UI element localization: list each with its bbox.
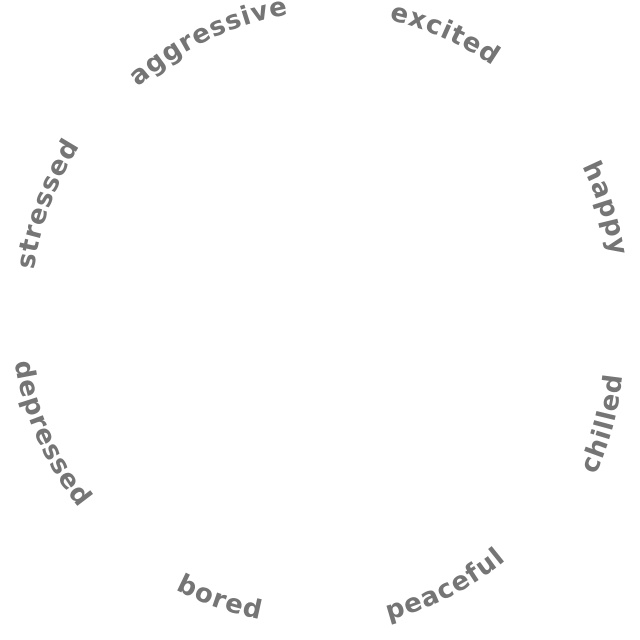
mood-label-peaceful-text: peaceful [382,542,510,627]
mood-label-bored: bored [172,569,265,626]
mood-label-bored-text: bored [172,569,264,626]
mood-label-aggressive: aggressive [123,0,290,92]
mood-label-stressed-text: stressed [11,133,85,270]
mood-label-depressed: depressed [8,358,98,513]
mood-label-excited: excited [387,0,505,72]
mood-label-chilled-text: chilled [574,372,628,478]
mood-label-excited-text: excited [387,0,504,72]
mood-label-peaceful: peaceful [382,542,511,627]
mood-label-chilled: chilled [574,372,629,478]
mood-label-aggressive-text: aggressive [123,0,289,92]
mood-label-happy-text: happy [576,157,633,258]
mood-label-depressed-text: depressed [8,358,97,513]
mood-label-happy: happy [576,157,634,258]
mood-label-stressed: stressed [11,133,86,270]
